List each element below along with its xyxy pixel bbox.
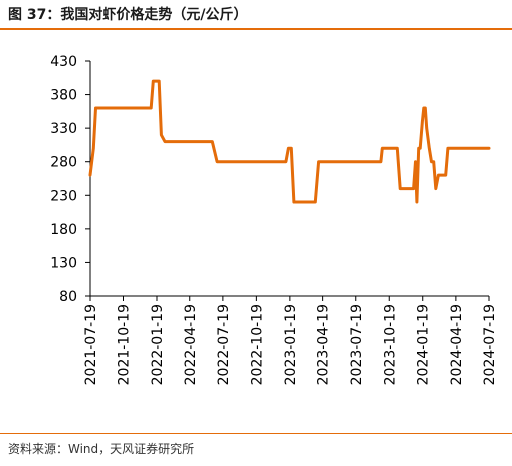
x-tick-label: 2022-10-19 [249, 304, 265, 385]
title-rule [0, 28, 512, 30]
y-tick-label: 280 [50, 155, 77, 171]
x-tick-label: 2022-04-19 [183, 304, 199, 385]
y-tick-label: 230 [50, 188, 77, 204]
line-chart: 80 130 180 230 280 330 380 430 2021-07-19 2021-1… [50, 54, 498, 385]
x-tick-label: 2021-07-19 [83, 304, 99, 385]
x-tick-label: 2022-01-19 [150, 304, 166, 385]
series-layer [88, 79, 491, 204]
x-tick-label: 2023-10-19 [382, 304, 398, 385]
source-note: 资料来源：Wind，天风证券研究所 [8, 442, 195, 456]
x-tick-label: 2024-07-19 [482, 304, 498, 385]
y-tick-label: 430 [50, 54, 77, 70]
x-tick-label: 2024-04-19 [449, 304, 465, 385]
x-tick-label: 2022-07-19 [216, 304, 232, 385]
y-tick-label: 330 [50, 121, 77, 137]
x-tick-label: 2024-01-19 [416, 304, 432, 385]
x-tick-label: 2023-01-19 [283, 304, 299, 385]
y-tick-label: 130 [50, 255, 77, 271]
x-tick-label: 2021-10-19 [116, 304, 132, 385]
y-tick-label: 180 [50, 222, 77, 238]
figure-title: 图 37：我国对虾价格走势（元/公斤） [8, 7, 248, 23]
y-axis: 80 130 180 230 280 330 380 430 [50, 54, 91, 305]
x-axis: 2021-07-19 2021-10-19 2022-01-19 2022-04-19… [83, 295, 498, 385]
y-tick-label: 80 [59, 289, 77, 305]
x-tick-label: 2023-04-19 [316, 304, 332, 385]
footer-rule [0, 433, 512, 434]
y-tick-label: 380 [50, 88, 77, 104]
series-line [88, 79, 491, 204]
x-tick-label: 2023-07-19 [349, 304, 365, 385]
